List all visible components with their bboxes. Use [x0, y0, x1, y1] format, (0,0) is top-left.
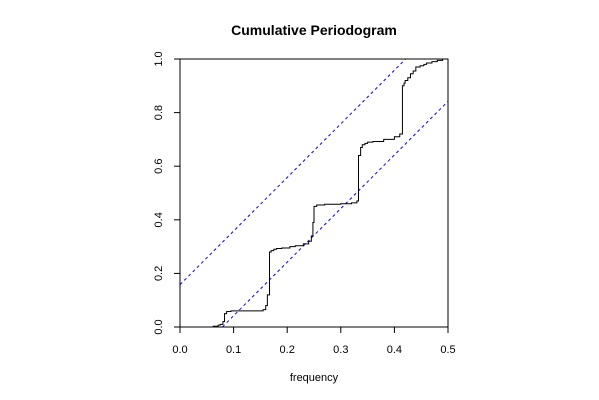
- y-axis: 0.0 0.2 0.4 0.6 0.8 1.0: [153, 51, 180, 335]
- x-tick-label: 0.3: [333, 344, 348, 356]
- x-tick-label: 0.4: [387, 344, 402, 356]
- y-tick-label: 0.2: [153, 266, 165, 281]
- upper-confidence-line: [180, 59, 407, 286]
- x-tick-label: 0.5: [440, 344, 455, 356]
- x-axis: 0.0 0.1 0.2 0.3 0.4 0.5: [172, 327, 456, 356]
- x-axis-label: frequency: [290, 372, 339, 384]
- x-tick-label: 0.2: [280, 344, 295, 356]
- confidence-band: [180, 59, 448, 327]
- y-tick-label: 0.4: [153, 212, 165, 227]
- y-tick-label: 0.6: [153, 159, 165, 174]
- lower-confidence-line: [221, 100, 448, 327]
- x-tick-label: 0.0: [172, 344, 187, 356]
- cumulative-periodogram-line: [180, 59, 448, 327]
- series-group: [180, 59, 448, 327]
- y-tick-label: 0.8: [153, 105, 165, 120]
- chart-title: Cumulative Periodogram: [231, 22, 397, 38]
- plot-frame: [179, 58, 449, 328]
- y-tick-label: 0.0: [153, 319, 165, 334]
- y-tick-label: 1.0: [153, 51, 165, 66]
- x-tick-label: 0.1: [226, 344, 241, 356]
